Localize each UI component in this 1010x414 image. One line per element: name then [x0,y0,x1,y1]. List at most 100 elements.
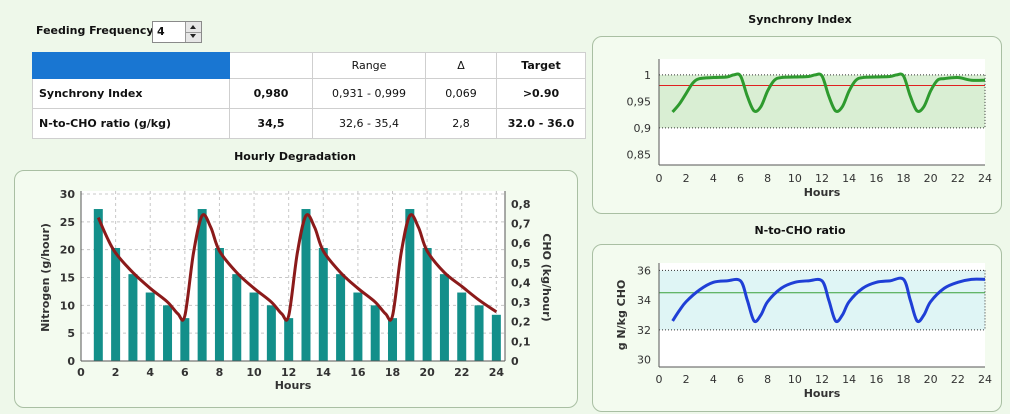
y-tick-label: 25 [60,216,75,229]
bar [180,318,190,361]
x-tick-label: 10 [246,366,262,379]
y2-tick-label: 0,6 [511,237,531,250]
y2-tick-label: 0,2 [511,316,531,329]
increment-button[interactable] [186,22,201,33]
row-target: 32.0 - 36.0 [496,108,586,139]
x-tick-label: 8 [216,366,224,379]
table-header-row: Range Δ Target [32,52,586,79]
x-tick-label: 6 [737,373,744,386]
bar [214,247,224,361]
x-tick-label: 8 [764,172,771,185]
x-tick-label: 14 [842,172,856,185]
bar [422,247,432,361]
x-tick-label: 0 [656,172,663,185]
x-tick-label: 6 [181,366,189,379]
ratio-line [671,276,986,324]
y2-tick-label: 0,8 [511,198,531,211]
x-tick-label: 20 [924,373,938,386]
x-tick-label: 10 [788,373,802,386]
feeding-frequency-spinner[interactable]: 4 [152,21,202,43]
y2-tick-label: 0,1 [511,335,531,348]
bar [128,274,138,361]
bar [491,314,501,361]
x-tick-label: 4 [146,366,154,379]
x-tick-label: 12 [815,172,829,185]
row-name: N-to-CHO ratio (g/kg) [32,108,230,139]
bar [439,274,449,361]
bar [457,292,467,361]
decrement-button[interactable] [186,32,201,42]
y-tick-label: 0,95 [627,95,652,108]
table-header-cell: Δ [425,52,497,79]
x-tick-label: 6 [737,172,744,185]
bar [301,209,311,361]
row-value: 34,5 [229,108,313,139]
feeding-frequency-value[interactable]: 4 [157,25,165,38]
spinner-buttons [185,22,201,42]
x-tick-label: 10 [788,172,802,185]
y-tick-label: 32 [637,324,651,337]
x-tick-label: 20 [924,172,938,185]
y2-tick-label: 0,5 [511,257,531,270]
y2-tick-label: 0,3 [511,296,531,309]
x-tick-label: 2 [683,373,690,386]
y-tick-label: 30 [637,354,651,367]
x-tick-label: 24 [978,172,992,185]
x-tick-label: 2 [683,172,690,185]
metrics-table: Range Δ Target Synchrony Index 0,980 0,9… [32,52,586,139]
row-value: 0,980 [229,78,313,109]
y-tick-label: 34 [637,294,651,307]
x-tick-label: 4 [710,373,717,386]
y-tick-label: 0,85 [627,148,652,161]
x-tick-label: 14 [316,366,332,379]
hourly-degradation-panel: 0 5 10 15 20 25 30 0 0,1 0,2 0,3 0,4 0,5 0,6 0,7 0,8 0 2 4… [14,170,578,408]
y2-tick-label: 0,7 [511,217,531,230]
arrow-up-icon [190,25,196,29]
y-axis-label: g N/kg CHO [615,280,628,351]
y-tick-label: 5 [67,327,75,340]
n-to-cho-ratio-title: N-to-CHO ratio [754,224,846,237]
bar [197,209,207,361]
bar [370,305,380,361]
x-tick-label: 18 [897,373,911,386]
bar [353,292,363,361]
x-axis-label: Hours [804,186,841,199]
row-target: >0.90 [496,78,586,109]
table-header-cell: Range [312,52,426,79]
y-tick-label: 0 [67,355,75,368]
bar [405,209,415,361]
bar [232,274,242,361]
y-tick-label: 1 [644,69,651,82]
x-tick-label: 8 [764,373,771,386]
x-tick-label: 18 [385,366,400,379]
y-tick-label: 36 [637,264,651,277]
y-tick-label: 10 [60,299,76,312]
bar [266,305,276,361]
y2-tick-label: 0,4 [511,276,531,289]
table-header-cell [229,52,313,79]
n-to-cho-ratio-panel: 30 32 34 36 0 2 4 6 8 10 12 14 16 18 20 22 24 Hours g N/kg… [592,244,1002,412]
x-tick-label: 12 [815,373,829,386]
arrow-down-icon [190,34,196,38]
x-tick-label: 22 [951,172,965,185]
x-tick-label: 22 [454,366,469,379]
bar [249,292,259,361]
bar [111,247,121,361]
y-tick-label: 0,9 [634,122,652,135]
synchrony-index-title: Synchrony Index [748,13,852,26]
x-tick-label: 0 [656,373,663,386]
y-tick-label: 20 [60,244,76,257]
feeding-frequency-label: Feeding Frequency [36,24,154,37]
bar [145,292,155,361]
x-tick-label: 18 [897,172,911,185]
x-tick-label: 0 [77,366,85,379]
x-tick-label: 24 [489,366,505,379]
y-tick-label: 30 [60,188,76,201]
x-tick-label: 12 [281,366,296,379]
x-tick-label: 24 [978,373,992,386]
row-range: 32,6 - 35,4 [312,108,426,139]
x-tick-label: 16 [869,172,883,185]
x-tick-label: 14 [842,373,856,386]
y-axis-label: Nitrogen (g/hour) [39,223,52,332]
